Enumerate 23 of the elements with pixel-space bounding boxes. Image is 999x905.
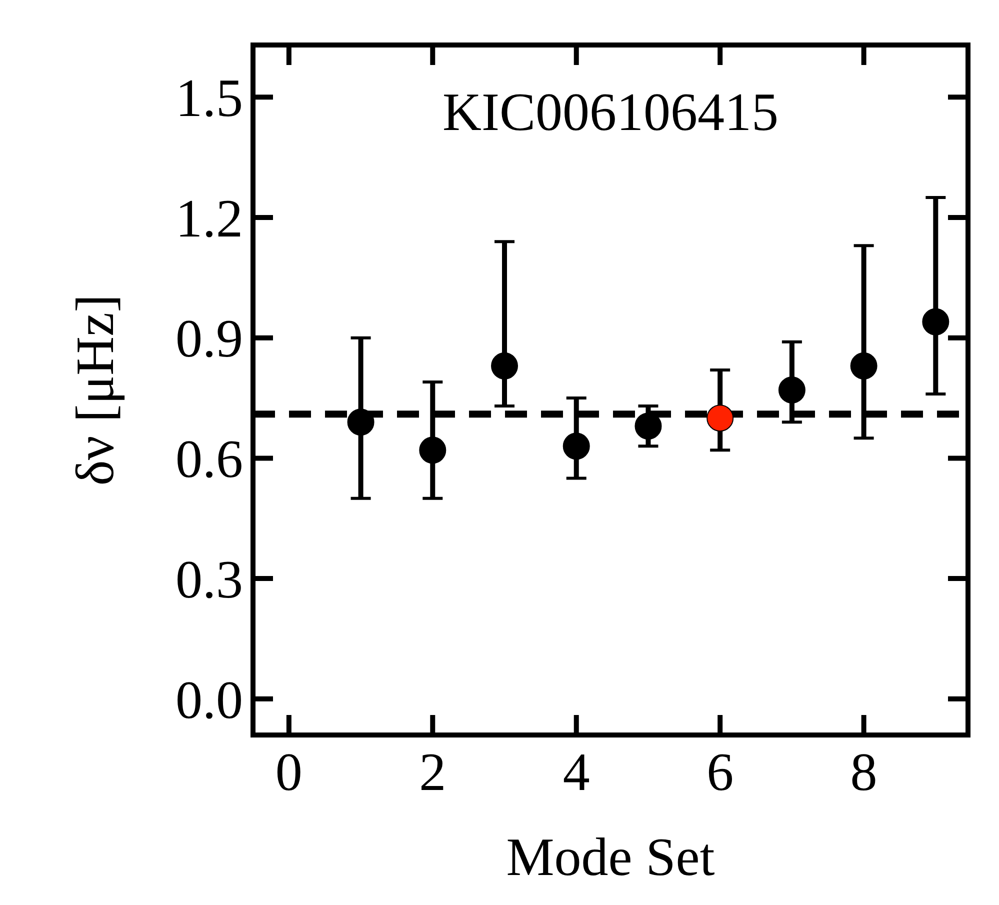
text: KIC006106415: [442, 82, 778, 142]
y-tick-label: 1.5: [176, 68, 243, 128]
y-axis-title: δν [μHz]: [65, 294, 125, 486]
point: [491, 352, 518, 380]
y-tick-label: 1.2: [176, 188, 243, 248]
y-tick-label: 0.3: [176, 549, 243, 610]
point: [419, 436, 446, 464]
x-tick-label: 2: [419, 742, 446, 802]
y-tick-label: 0.0: [176, 670, 243, 730]
point: [922, 308, 950, 336]
x-tick-label: 4: [562, 742, 590, 802]
point: [706, 404, 734, 432]
x-tick-label: 8: [850, 742, 878, 802]
y-tick-label: 0.6: [176, 429, 243, 490]
x-axis-title: Mode Set: [506, 827, 715, 887]
point: [850, 352, 878, 380]
point: [634, 412, 662, 440]
y-tick-label: 0.9: [176, 308, 243, 369]
point: [778, 376, 806, 404]
point: [562, 432, 590, 460]
point: [347, 408, 374, 436]
x-tick-label: 6: [706, 742, 734, 802]
x-tick-label: 0: [275, 742, 302, 802]
